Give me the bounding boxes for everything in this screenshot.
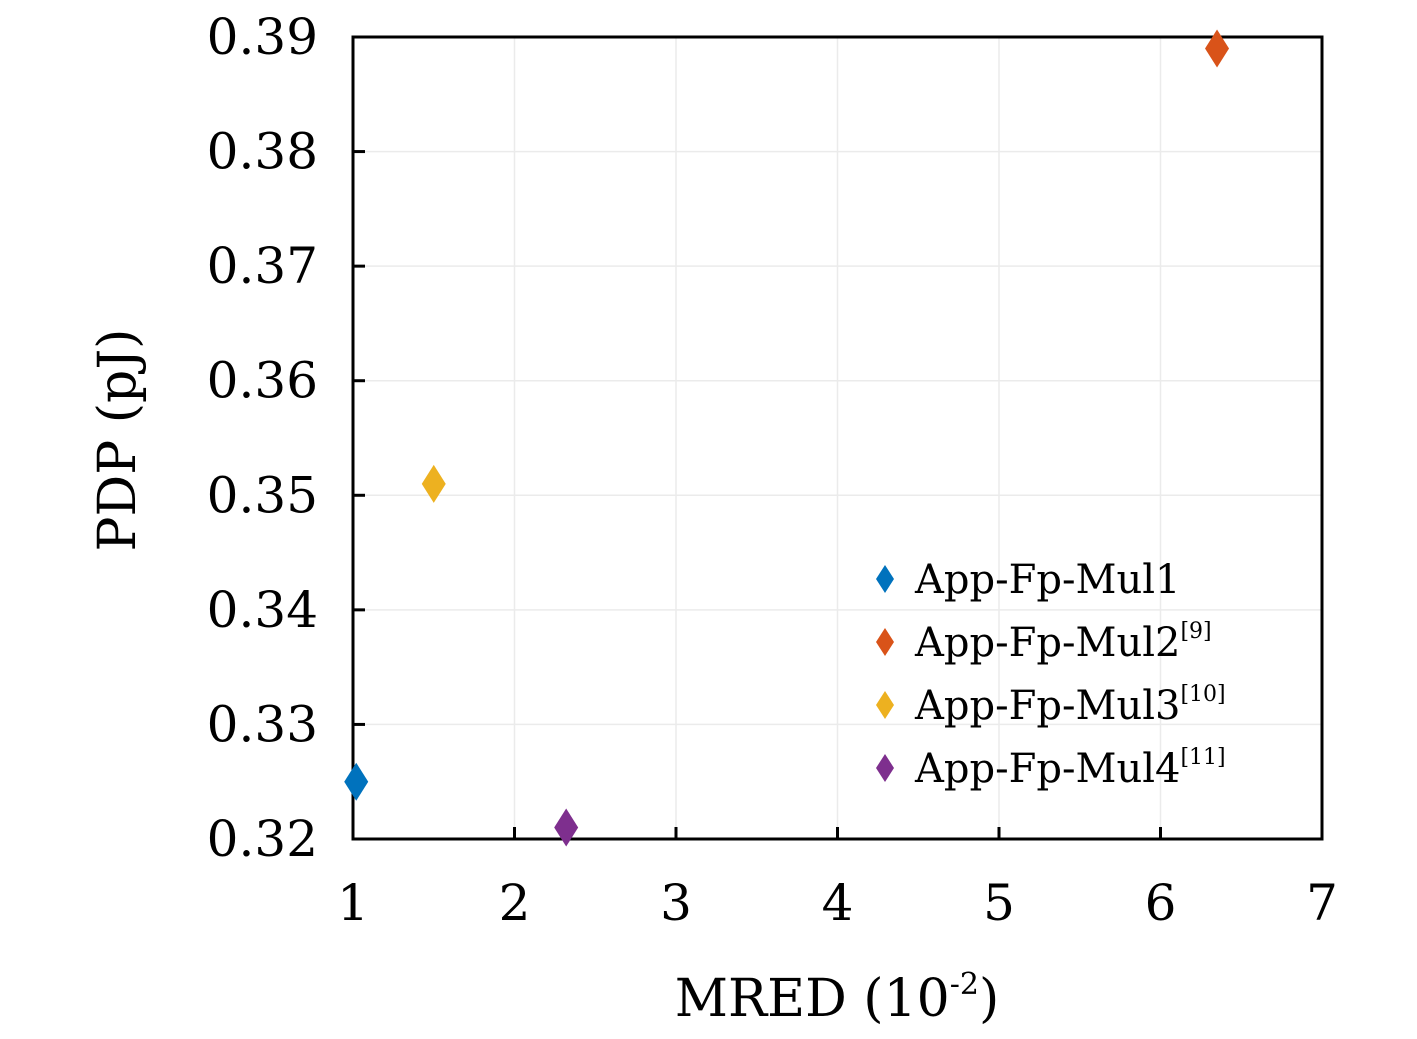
axis-ticks bbox=[353, 150, 1162, 839]
y-tick-label: 0.32 bbox=[207, 810, 318, 868]
tick-labels: 1 2 3 4 5 6 7 0.32 0.33 0.34 0.35 0.36 0.37 0.38 0.39 bbox=[207, 8, 1338, 932]
x-axis-label: MRED (10-2) bbox=[675, 967, 1000, 1029]
x-tick-label: 2 bbox=[499, 874, 531, 932]
legend: App-Fp-Mul1 App-Fp-Mul2[9] App-Fp-Mul3[10]… bbox=[876, 557, 1226, 792]
x-tick-label: 6 bbox=[1145, 874, 1177, 932]
data-point-series-3 bbox=[421, 464, 446, 503]
x-tick-label: 5 bbox=[983, 874, 1015, 932]
plot-frame bbox=[351, 35, 1324, 841]
y-tick-label: 0.34 bbox=[207, 581, 318, 639]
y-tick-label: 0.36 bbox=[207, 352, 318, 410]
legend-label: App-Fp-Mul2[9] bbox=[914, 619, 1212, 666]
x-tick-label: 4 bbox=[822, 874, 854, 932]
legend-marker bbox=[876, 754, 894, 782]
data-point-series-1 bbox=[344, 762, 369, 801]
y-axis-label: PDP (pJ) bbox=[88, 329, 148, 552]
x-tick-label: 1 bbox=[337, 874, 369, 932]
x-tick-label: 7 bbox=[1306, 874, 1338, 932]
y-tick-label: 0.39 bbox=[207, 8, 318, 66]
y-tick-label: 0.35 bbox=[207, 466, 318, 524]
x-tick-label: 3 bbox=[660, 874, 692, 932]
data-points bbox=[344, 29, 1230, 847]
data-point-series-2 bbox=[1205, 29, 1230, 68]
legend-label: App-Fp-Mul3[10] bbox=[914, 682, 1226, 729]
y-tick-label: 0.37 bbox=[207, 237, 318, 295]
data-point-series-4 bbox=[554, 808, 579, 847]
legend-marker bbox=[876, 565, 894, 593]
grid-lines bbox=[353, 37, 1322, 839]
legend-label: App-Fp-Mul1 bbox=[914, 557, 1180, 603]
legend-marker bbox=[876, 691, 894, 719]
y-tick-label: 0.33 bbox=[207, 695, 318, 753]
legend-marker bbox=[876, 628, 894, 656]
y-tick-label: 0.38 bbox=[207, 123, 318, 181]
legend-label: App-Fp-Mul4[11] bbox=[914, 745, 1226, 792]
